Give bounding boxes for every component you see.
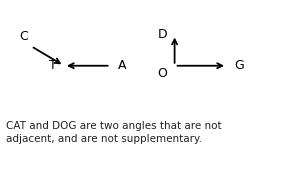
Text: C: C xyxy=(19,30,28,43)
Text: D: D xyxy=(158,28,167,41)
Text: O: O xyxy=(157,67,167,80)
Text: G: G xyxy=(234,59,244,72)
Text: A: A xyxy=(118,59,126,72)
Text: CAT and DOG are two angles that are not
adjacent, and are not supplementary.: CAT and DOG are two angles that are not … xyxy=(6,121,221,144)
Text: T: T xyxy=(49,59,57,72)
